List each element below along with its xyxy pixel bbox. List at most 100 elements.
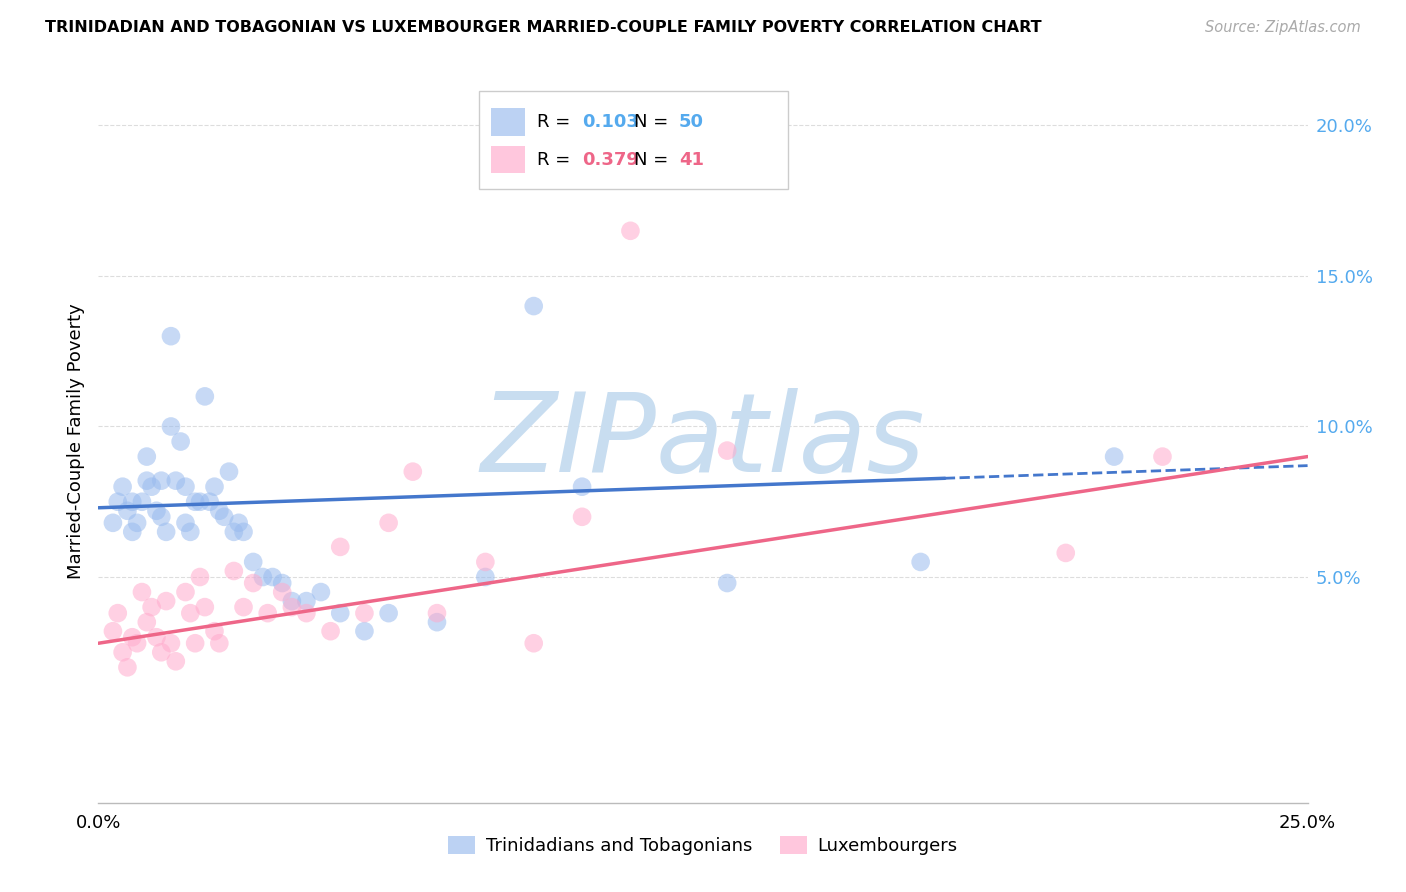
Point (281, 594, 304, 608)
Point (188, 494, 211, 508)
Point (222, 564, 245, 578)
Point (474, 570, 496, 584)
Point (194, 389, 217, 403)
Point (319, 624, 342, 639)
Point (155, 524, 177, 539)
Point (131, 585, 153, 599)
Point (295, 606, 318, 620)
Point (281, 600, 304, 615)
Text: R =: R = (537, 113, 576, 131)
Point (1102, 450, 1125, 464)
Point (232, 600, 254, 615)
Text: 50: 50 (679, 113, 704, 131)
Point (523, 636, 546, 650)
Point (571, 480, 593, 494)
Point (242, 555, 264, 569)
Point (194, 600, 217, 615)
Point (426, 615, 449, 630)
Point (145, 630, 167, 644)
Text: N =: N = (634, 151, 673, 169)
Point (218, 465, 240, 479)
Point (256, 606, 278, 620)
Point (184, 494, 207, 508)
Point (571, 509, 593, 524)
Point (179, 524, 201, 539)
Text: TRINIDADIAN AND TOBAGONIAN VS LUXEMBOURGER MARRIED-COUPLE FAMILY POVERTY CORRELA: TRINIDADIAN AND TOBAGONIAN VS LUXEMBOURG… (45, 20, 1042, 35)
Point (716, 576, 738, 591)
FancyBboxPatch shape (492, 146, 526, 173)
Point (101, 624, 124, 639)
Point (135, 474, 157, 488)
Point (1152, 450, 1174, 464)
Point (150, 645, 173, 659)
Text: 0.103: 0.103 (582, 113, 638, 131)
Point (204, 624, 226, 639)
Point (155, 594, 177, 608)
Point (160, 636, 183, 650)
Point (198, 494, 221, 508)
Point (242, 576, 264, 591)
Point (165, 654, 187, 668)
Text: 41: 41 (679, 151, 704, 169)
Text: R =: R = (537, 151, 576, 169)
Point (117, 504, 139, 518)
Point (131, 494, 153, 508)
Point (295, 594, 318, 608)
Point (101, 516, 124, 530)
Point (141, 600, 163, 615)
Point (127, 636, 149, 650)
Point (716, 443, 738, 458)
Point (121, 630, 143, 644)
Point (353, 606, 375, 620)
Y-axis label: Married-Couple Family Poverty: Married-Couple Family Poverty (66, 303, 84, 580)
Point (474, 555, 496, 569)
Point (619, 224, 641, 238)
Point (107, 606, 129, 620)
Legend: Trinidadians and Tobagonians, Luxembourgers: Trinidadians and Tobagonians, Luxembourg… (441, 829, 965, 863)
Point (145, 504, 167, 518)
Point (107, 494, 129, 508)
Point (169, 434, 191, 449)
Text: N =: N = (634, 113, 673, 131)
Point (174, 516, 197, 530)
Point (228, 516, 250, 530)
Point (150, 509, 173, 524)
Point (184, 636, 207, 650)
Point (1054, 546, 1077, 560)
Point (160, 419, 183, 434)
Point (271, 576, 294, 591)
Point (377, 516, 399, 530)
Point (150, 474, 173, 488)
Point (329, 540, 352, 554)
Point (204, 480, 226, 494)
Point (208, 636, 231, 650)
Point (309, 585, 332, 599)
Point (329, 606, 352, 620)
Point (232, 524, 254, 539)
Point (222, 524, 245, 539)
Point (121, 494, 143, 508)
Point (179, 606, 201, 620)
Point (135, 615, 157, 630)
Point (910, 555, 932, 569)
Point (252, 570, 274, 584)
Point (523, 299, 546, 313)
Text: 0.379: 0.379 (582, 151, 638, 169)
Point (402, 465, 425, 479)
FancyBboxPatch shape (479, 91, 787, 189)
Point (353, 624, 375, 639)
Point (174, 585, 197, 599)
Point (271, 585, 294, 599)
Point (208, 504, 231, 518)
Point (111, 645, 134, 659)
Point (135, 450, 157, 464)
Point (117, 660, 139, 674)
Point (174, 480, 197, 494)
Point (188, 570, 211, 584)
Point (141, 480, 163, 494)
Point (121, 524, 143, 539)
Point (160, 329, 183, 343)
Point (165, 474, 187, 488)
Point (377, 606, 399, 620)
Point (426, 606, 449, 620)
